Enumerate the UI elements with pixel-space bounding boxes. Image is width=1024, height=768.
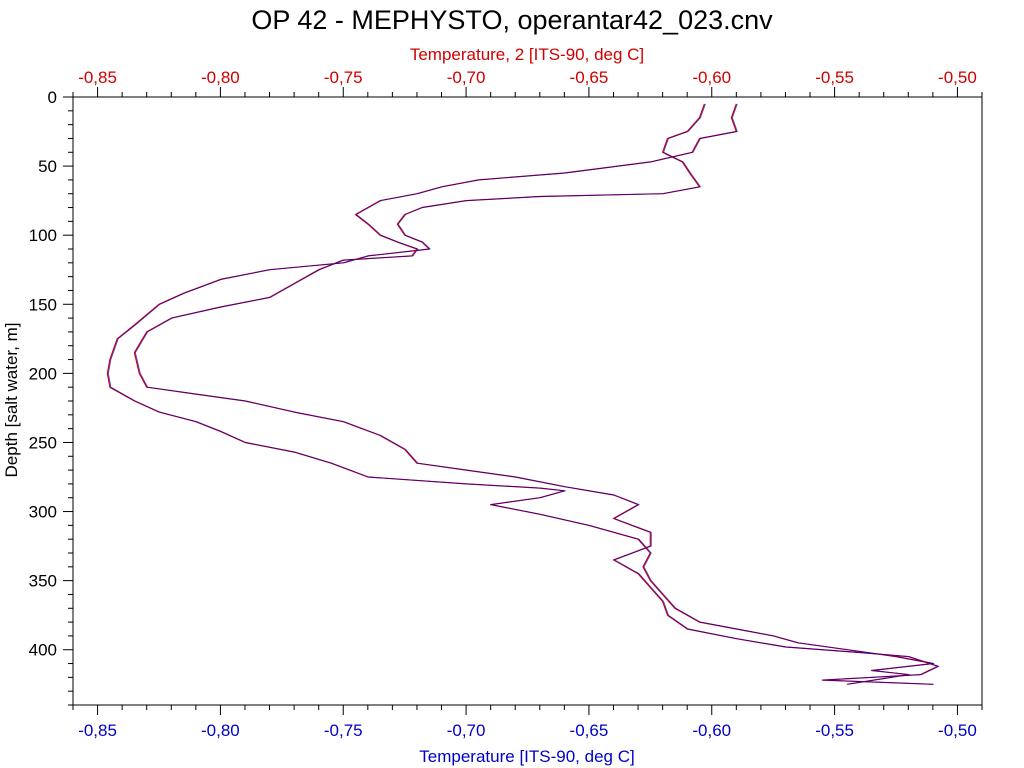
bottom-tick-label: -0,80 [201,721,240,740]
series-line-blue-0 [107,103,935,685]
bottom-axis-ticks: -0,85 -0,80 -0,75 -0,70 -0,65 -0,60 -0,55 -0,50 [72,705,983,740]
top-axis-label: Temperature, 2 [ITS-90, deg C] [410,45,644,64]
bottom-tick-label: -0,65 [570,721,609,740]
y-tick-label: 200 [29,364,57,383]
series-line-red-0 [106,103,934,685]
bottom-tick-label: -0,50 [938,721,977,740]
bottom-tick-label: -0,55 [815,721,854,740]
series-line-blue-1 [134,103,940,685]
top-tick-label: -0,55 [815,68,854,87]
top-tick-label: -0,75 [324,68,363,87]
y-tick-label: 350 [29,572,57,591]
left-axis-ticks: 0 50 100 150 200 250 300 350 400 [29,88,73,706]
bottom-axis-label: Temperature [ITS-90, deg C] [419,747,634,766]
top-tick-label: -0,50 [938,68,977,87]
top-tick-label: -0,85 [78,68,117,87]
bottom-tick-label: -0,70 [447,721,486,740]
plot-area [72,96,983,706]
bottom-tick-label: -0,75 [324,721,363,740]
y-tick-label: 250 [29,433,57,452]
series-line-red-1 [133,103,939,685]
y-tick-label: 400 [29,641,57,660]
y-tick-label: 150 [29,295,57,314]
top-tick-label: -0,80 [201,68,240,87]
top-tick-label: -0,70 [447,68,486,87]
y-tick-label: 0 [48,88,57,107]
chart-title: OP 42 - MEPHYSTO, operantar42_023.cnv [251,5,773,35]
y-axis-label: Depth [salt water, m] [2,323,21,478]
top-tick-label: -0,65 [570,68,609,87]
top-tick-label: -0,60 [692,68,731,87]
series-layer [106,103,940,685]
bottom-tick-label: -0,85 [78,721,117,740]
bottom-tick-label: -0,60 [692,721,731,740]
y-tick-label: 50 [38,157,57,176]
top-axis-ticks: -0,85 -0,80 -0,75 -0,70 -0,65 -0,60 -0,55 -0,50 [72,68,983,97]
y-tick-label: 300 [29,503,57,522]
y-tick-label: 100 [29,226,57,245]
